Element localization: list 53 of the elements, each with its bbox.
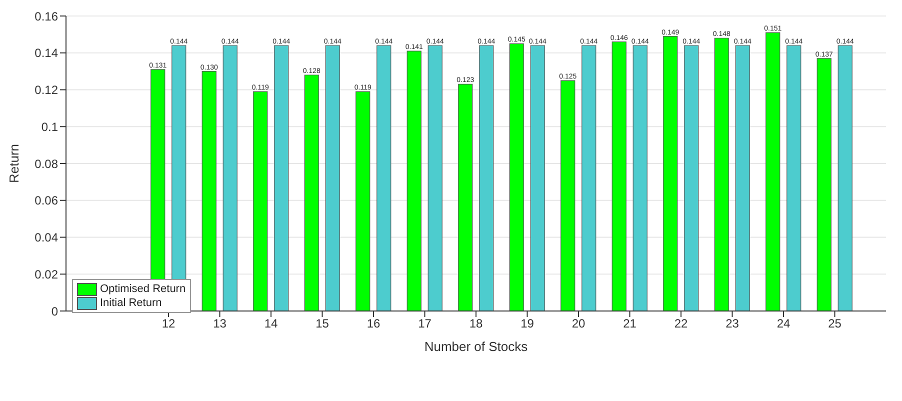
- y-axis-title: Return: [6, 144, 22, 184]
- y-tick-label: 0.16: [34, 9, 58, 24]
- bar: [376, 45, 392, 311]
- x-tick-label: 18: [469, 316, 483, 331]
- x-tick-label: 19: [520, 316, 534, 331]
- x-tick-label: 21: [623, 316, 637, 331]
- y-tick-label: 0.06: [34, 194, 58, 208]
- bar: [786, 45, 802, 311]
- x-tick-label: 17: [418, 316, 432, 331]
- bar: [530, 45, 545, 311]
- y-tick-label: 0.08: [34, 156, 58, 171]
- bar: [509, 43, 524, 311]
- y-tick-label: 0: [51, 304, 58, 318]
- bar: [612, 42, 626, 311]
- bar: [582, 45, 596, 311]
- bar: [479, 45, 494, 311]
- bar: [406, 50, 422, 311]
- x-tick-label: 12: [162, 316, 176, 331]
- bar: [325, 45, 340, 311]
- bar: [560, 80, 576, 311]
- bar: [766, 32, 780, 311]
- x-tick-label: 15: [316, 316, 330, 331]
- y-tick-label: 0.1: [41, 120, 58, 134]
- x-axis-title: Number of Stocks: [424, 339, 528, 354]
- bar: [735, 45, 750, 311]
- bar: [838, 45, 852, 311]
- x-tick-label: 22: [674, 316, 688, 331]
- bar: [356, 91, 370, 311]
- y-tick-label: 0.14: [34, 46, 58, 60]
- bar: [458, 84, 473, 311]
- x-tick-label: 13: [213, 316, 227, 331]
- legend-label: Initial Return: [100, 296, 162, 310]
- bar: [684, 45, 699, 311]
- x-tick-label: 24: [776, 316, 790, 331]
- x-tick-label: 20: [572, 316, 586, 331]
- bar: [816, 58, 832, 311]
- x-tick-label: 14: [264, 316, 278, 331]
- bar: [428, 45, 442, 311]
- bar: [632, 45, 648, 311]
- bar: [663, 36, 678, 311]
- bar: [202, 71, 216, 311]
- bar: [274, 45, 289, 311]
- x-tick-label: 23: [726, 316, 740, 331]
- y-tick-label: 0.02: [34, 267, 58, 282]
- bar: [714, 38, 729, 311]
- bar: [304, 74, 319, 311]
- x-tick-label: 25: [828, 316, 842, 331]
- y-tick-label: 0.12: [34, 83, 58, 98]
- bar: [253, 91, 268, 311]
- bar: [222, 45, 238, 311]
- x-tick-label: 16: [366, 316, 380, 331]
- y-tick-label: 0.04: [34, 230, 58, 245]
- legend-label: Optimised Return: [100, 282, 186, 296]
